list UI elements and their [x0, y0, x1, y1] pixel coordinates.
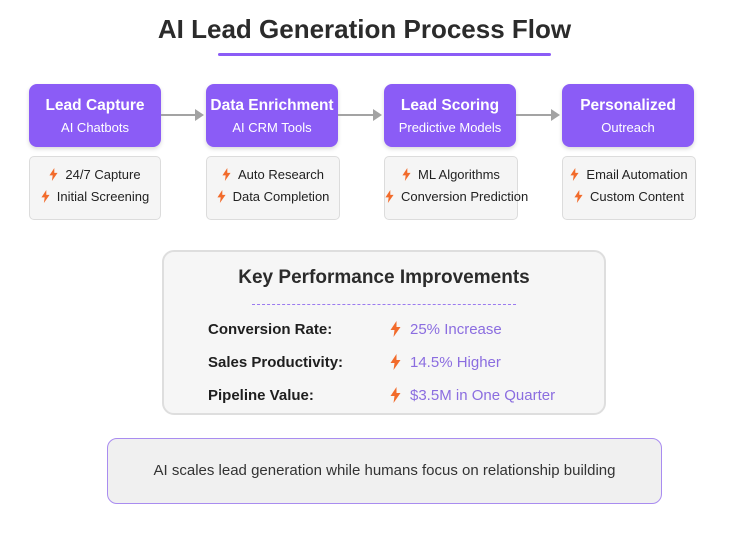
flow-arrow-icon — [516, 109, 560, 121]
feature-item: Initial Screening — [30, 189, 160, 204]
lightning-bolt-icon — [385, 190, 394, 203]
lightning-bolt-icon — [217, 190, 226, 203]
stage-title: Data Enrichment — [210, 97, 334, 114]
feature-item: 24/7 Capture — [30, 167, 160, 182]
lightning-bolt-icon — [574, 190, 583, 203]
stage-subtitle: Outreach — [601, 120, 655, 135]
kpi-title: Key Performance Improvements — [238, 267, 530, 288]
feature-item: Custom Content — [563, 189, 695, 204]
stage-personalized-outreach: Personalized Outreach — [562, 84, 694, 147]
lightning-bolt-icon — [49, 168, 58, 181]
lightning-bolt-icon — [390, 354, 401, 370]
stage-features-lead-capture: 24/7 Capture Initial Screening — [29, 156, 161, 220]
stage-subtitle: Predictive Models — [398, 120, 502, 135]
stage-data-enrichment: Data Enrichment AI CRM Tools — [206, 84, 338, 147]
flow-arrow-icon — [161, 109, 204, 121]
kpi-value: 25% Increase — [410, 321, 502, 338]
feature-item: Auto Research — [207, 167, 339, 182]
title-underline — [218, 53, 551, 56]
kpi-value: $3.5M in One Quarter — [410, 387, 556, 404]
lightning-bolt-icon — [41, 190, 50, 203]
kpi-label: Sales Productivity: — [208, 354, 344, 371]
stage-title: Personalized — [580, 97, 676, 114]
stage-features-personalized-outreach: Email Automation Custom Content — [562, 156, 696, 220]
stage-lead-scoring: Lead Scoring Predictive Models — [384, 84, 516, 147]
lightning-bolt-icon — [570, 168, 579, 181]
kpi-label: Conversion Rate: — [208, 321, 333, 338]
feature-item: Conversion Prediction — [385, 189, 528, 204]
lightning-bolt-icon — [402, 168, 411, 181]
stage-title: Lead Capture — [45, 97, 145, 114]
kpi-panel: Key Performance Improvements Conversion … — [162, 250, 606, 415]
lightning-bolt-icon — [222, 168, 231, 181]
feature-item: Email Automation — [563, 167, 695, 182]
stage-subtitle: AI CRM Tools — [232, 120, 312, 135]
feature-item: Data Completion — [207, 189, 339, 204]
page-title: AI Lead Generation Process Flow — [157, 14, 572, 44]
kpi-label: Pipeline Value: — [208, 387, 314, 404]
lightning-bolt-icon — [390, 321, 401, 337]
stage-features-data-enrichment: Auto Research Data Completion — [206, 156, 340, 220]
stage-lead-capture: Lead Capture AI Chatbots — [29, 84, 161, 147]
kpi-divider — [252, 304, 516, 305]
stage-features-lead-scoring: ML Algorithms Conversion Prediction — [384, 156, 528, 220]
stage-subtitle: AI Chatbots — [61, 120, 129, 135]
feature-item: ML Algorithms — [385, 167, 517, 182]
summary-note: AI scales lead generation while humans f… — [107, 438, 662, 504]
flow-arrow-icon — [338, 109, 382, 121]
kpi-value: 14.5% Higher — [410, 354, 501, 371]
stage-title: Lead Scoring — [400, 97, 500, 114]
lightning-bolt-icon — [390, 387, 401, 403]
